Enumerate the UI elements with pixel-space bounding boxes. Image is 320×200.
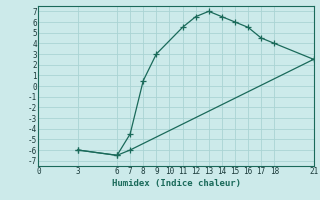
X-axis label: Humidex (Indice chaleur): Humidex (Indice chaleur) [111,179,241,188]
